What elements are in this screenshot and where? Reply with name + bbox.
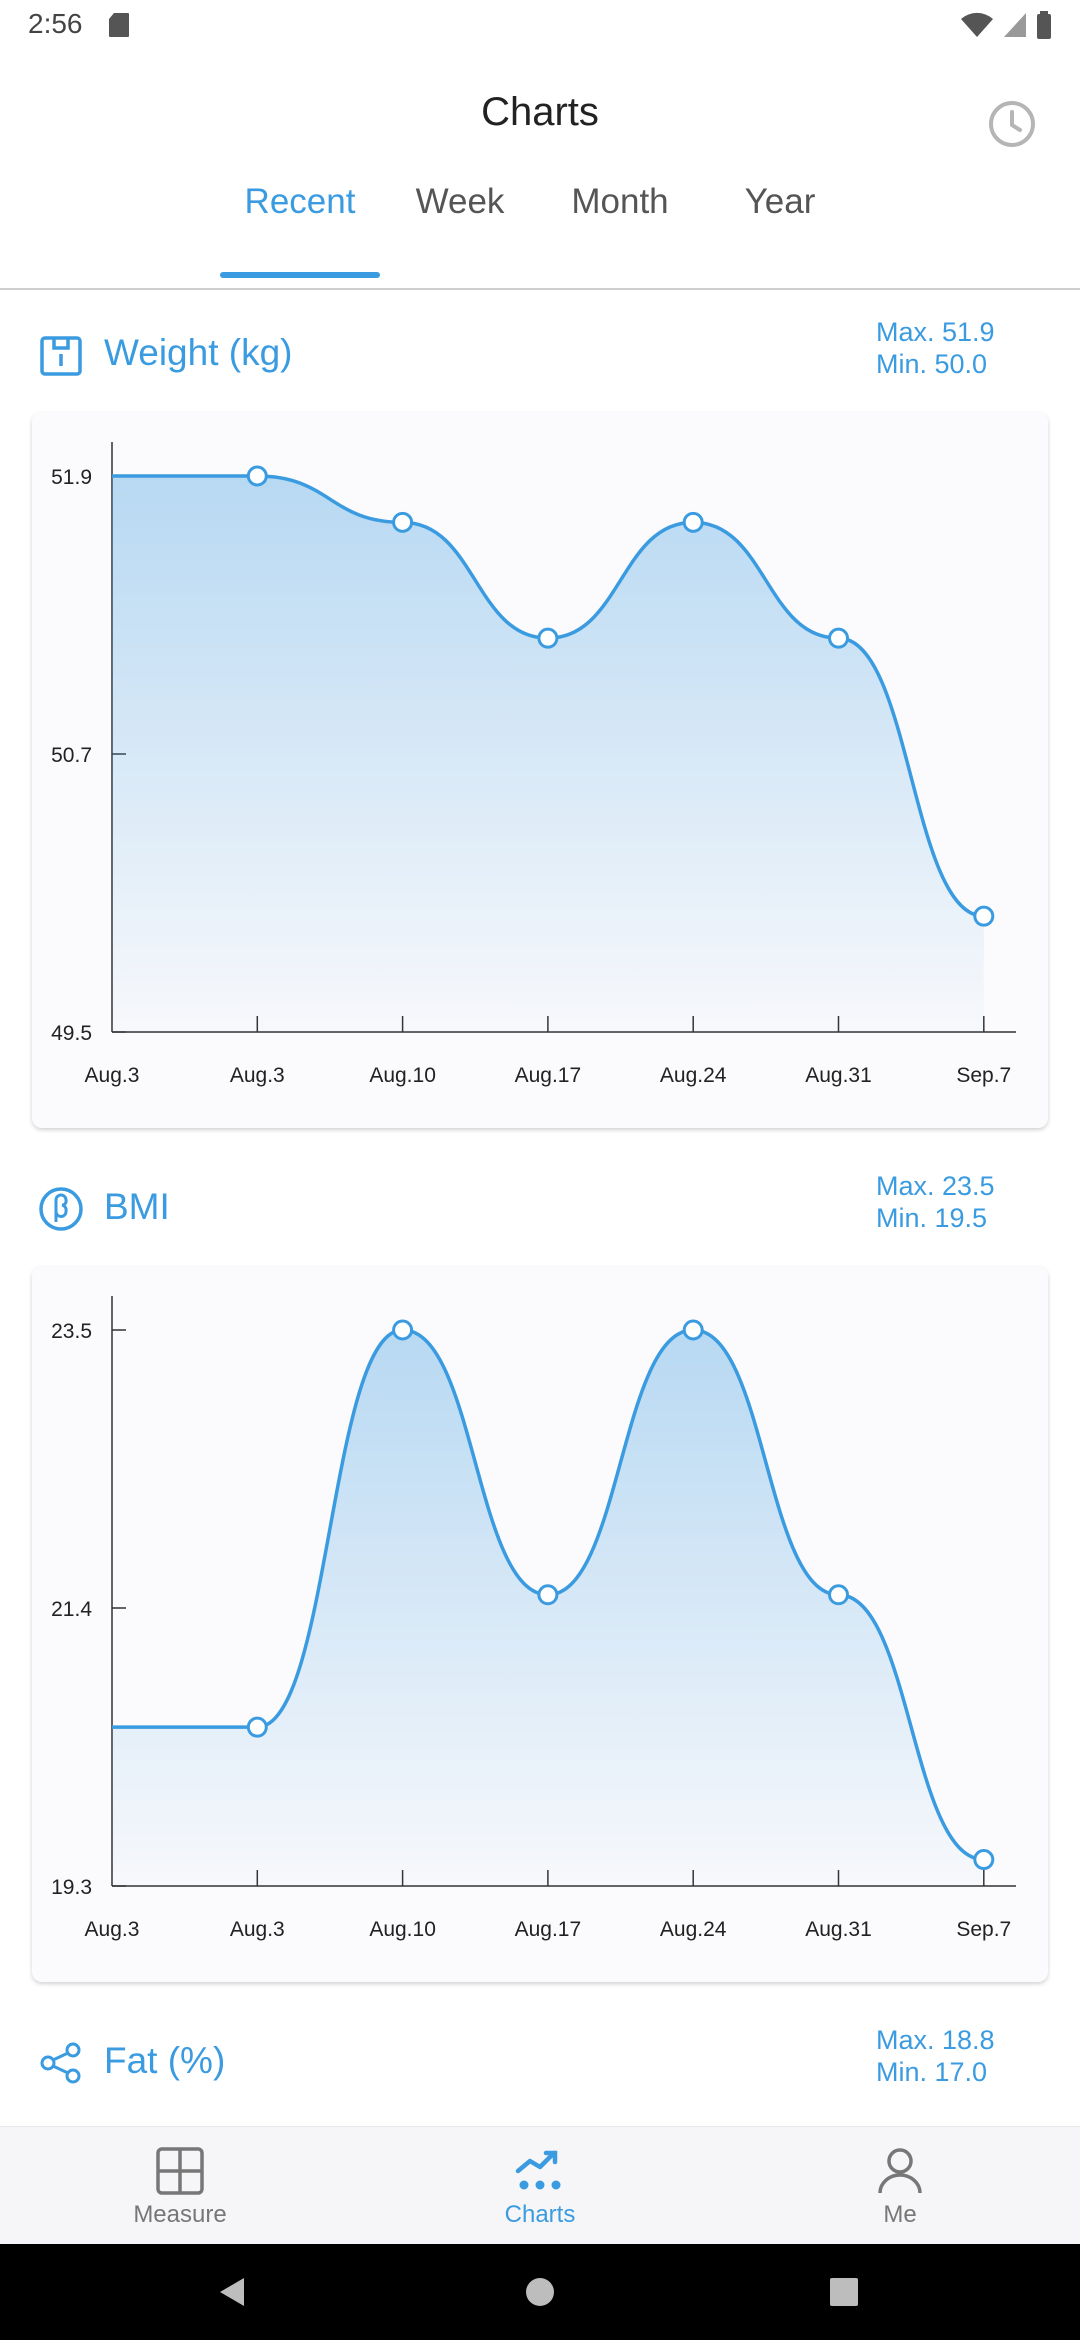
fat-max: Max. 18.8 xyxy=(876,2025,995,2055)
weight-stats: Max. 51.9 Min. 50.0 xyxy=(876,316,995,380)
y-tick-label: 19.3 xyxy=(51,1876,92,1899)
data-point[interactable] xyxy=(392,1319,414,1341)
x-tick-label: Aug.3 xyxy=(85,1064,140,1087)
x-tick-label: Aug.24 xyxy=(660,1918,727,1941)
tab-recent[interactable]: Recent xyxy=(244,182,356,221)
data-point[interactable] xyxy=(392,511,414,533)
data-point[interactable] xyxy=(537,1584,559,1606)
weight-max: Max. 51.9 xyxy=(876,317,995,347)
x-tick-label: Aug.31 xyxy=(805,1918,872,1941)
nav-measure-label: Measure xyxy=(133,2201,227,2228)
x-tick-label: Aug.3 xyxy=(230,1064,285,1087)
x-tick-label: Aug.31 xyxy=(805,1064,872,1087)
nav-me-label: Me xyxy=(883,2201,917,2228)
x-tick-label: Aug.10 xyxy=(369,1064,436,1087)
tab-indicator xyxy=(220,272,380,278)
tab-year[interactable]: Year xyxy=(744,182,816,221)
x-tick-label: Aug.24 xyxy=(660,1064,727,1087)
weight-min: Min. 50.0 xyxy=(876,349,988,379)
fat-min: Min. 17.0 xyxy=(876,2057,988,2087)
page-title: Charts xyxy=(481,90,599,134)
bmi-icon xyxy=(39,1187,83,1231)
x-tick-label: Sep.7 xyxy=(956,1064,1011,1087)
data-point[interactable] xyxy=(246,1716,268,1738)
system-nav-bar xyxy=(0,2244,1080,2340)
weight-chart-card: 51.9 50.7 49.5 Aug.3 Aug.3 Aug.10 Aug.17 Aug.24… xyxy=(32,412,1048,1128)
weight-chart: 51.9 50.7 49.5 Aug.3 Aug.3 Aug.10 Aug.17 Aug.24… xyxy=(51,442,1016,1087)
fat-section-header[interactable]: Fat (%) Max. 18.8 Min. 17.0 xyxy=(0,2024,1080,2104)
weight-title: Weight (kg) xyxy=(104,332,293,373)
sd-card-icon xyxy=(109,13,129,37)
bmi-min: Min. 19.5 xyxy=(876,1203,988,1233)
fat-title: Fat (%) xyxy=(104,2040,226,2081)
bmi-chart: 23.5 21.4 19.3 Aug.3 Aug.3 Aug.10 Aug.17 Aug.24… xyxy=(51,1296,1016,1941)
nav-charts-label: Charts xyxy=(504,2201,576,2228)
tab-week[interactable]: Week xyxy=(415,182,505,221)
data-point[interactable] xyxy=(682,1319,704,1341)
x-tick-label: Aug.3 xyxy=(85,1918,140,1941)
y-tick-label: 21.4 xyxy=(51,1598,92,1621)
y-tick-label: 49.5 xyxy=(51,1022,92,1045)
charts-icon xyxy=(515,2150,561,2190)
y-tick-label: 50.7 xyxy=(51,744,92,767)
recents-icon[interactable] xyxy=(824,2272,864,2312)
period-tabs: Recent Week Month Year xyxy=(0,172,1080,282)
home-icon[interactable] xyxy=(520,2272,560,2312)
x-tick-label: Aug.17 xyxy=(515,1064,582,1087)
nav-me[interactable]: Me xyxy=(820,2145,980,2229)
y-tick-label: 23.5 xyxy=(51,1320,92,1343)
y-tick-label: 51.9 xyxy=(51,466,92,489)
data-point[interactable] xyxy=(246,465,268,487)
data-point[interactable] xyxy=(537,627,559,649)
bottom-nav: Measure Charts Me xyxy=(0,2126,1080,2244)
back-icon[interactable] xyxy=(212,2272,252,2312)
data-point[interactable] xyxy=(682,511,704,533)
data-point[interactable] xyxy=(828,1584,849,1606)
status-bar: 2:56 xyxy=(0,0,1080,50)
bmi-stats: Max. 23.5 Min. 19.5 xyxy=(876,1170,995,1234)
wifi-icon xyxy=(961,12,993,38)
divider xyxy=(0,288,1080,290)
tab-month[interactable]: Month xyxy=(571,182,669,221)
status-time: 2:56 xyxy=(28,8,83,39)
data-point[interactable] xyxy=(973,1849,995,1871)
weight-section-header[interactable]: Weight (kg) Max. 51.9 Min. 50.0 xyxy=(0,316,1080,396)
measure-icon xyxy=(156,2147,204,2195)
x-tick-label: Aug.10 xyxy=(369,1918,436,1941)
data-point[interactable] xyxy=(828,627,849,649)
area-fill xyxy=(112,476,984,1032)
signal-icon xyxy=(1004,13,1026,37)
x-tick-label: Sep.7 xyxy=(956,1918,1011,1941)
nav-charts[interactable]: Charts xyxy=(460,2145,620,2229)
bmi-section-header[interactable]: BMI Max. 23.5 Min. 19.5 xyxy=(0,1170,1080,1250)
person-icon xyxy=(878,2148,922,2194)
area-fill xyxy=(112,1330,984,1886)
x-tick-label: Aug.17 xyxy=(515,1918,582,1941)
fat-stats: Max. 18.8 Min. 17.0 xyxy=(876,2024,995,2088)
nav-measure[interactable]: Measure xyxy=(100,2145,260,2229)
status-icons xyxy=(960,10,1052,40)
series-line xyxy=(111,474,984,918)
bmi-title: BMI xyxy=(104,1186,170,1227)
history-clock-icon[interactable] xyxy=(986,98,1038,150)
share-nodes-icon xyxy=(40,2042,81,2084)
x-tick-label: Aug.3 xyxy=(230,1918,285,1941)
data-point[interactable] xyxy=(973,905,995,927)
bmi-max: Max. 23.5 xyxy=(876,1171,995,1201)
bmi-chart-card: 23.5 21.4 19.3 Aug.3 Aug.3 Aug.10 Aug.17 Aug.24… xyxy=(32,1266,1048,1982)
battery-icon xyxy=(1037,11,1051,39)
scale-icon xyxy=(40,336,82,376)
